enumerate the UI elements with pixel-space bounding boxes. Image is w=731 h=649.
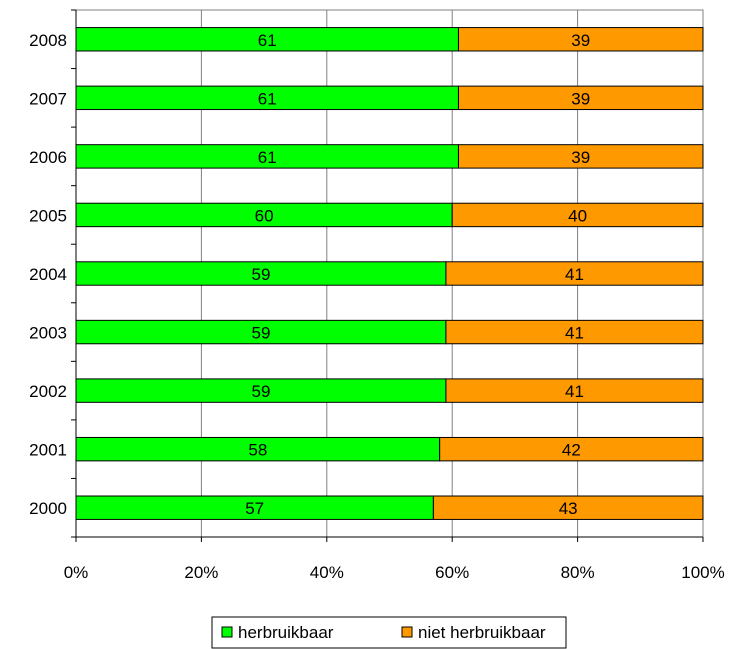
y-tick-label: 2004 — [29, 265, 67, 284]
data-label: 43 — [559, 499, 578, 518]
data-label: 41 — [565, 265, 584, 284]
x-tick-label: 40% — [310, 563, 344, 582]
data-label: 61 — [258, 89, 277, 108]
legend-box — [211, 616, 567, 649]
legend-label: herbruikbaar — [238, 623, 334, 642]
y-tick-label: 2005 — [29, 206, 67, 225]
data-label: 42 — [562, 441, 581, 460]
data-label: 39 — [571, 31, 590, 50]
y-tick-label: 2008 — [29, 31, 67, 50]
bar-niet-herbruikbaar-2005 — [451, 202, 704, 228]
legend-swatch-herbruikbaar — [221, 626, 233, 638]
bar-niet-herbruikbaar-2008 — [457, 27, 704, 52]
data-label: 41 — [565, 382, 584, 401]
bar-niet-herbruikbaar-2004 — [445, 261, 704, 286]
data-label: 40 — [568, 206, 587, 225]
x-tick-label: 60% — [435, 563, 469, 582]
bar-niet-herbruikbaar-2006 — [457, 144, 704, 169]
data-label: 61 — [258, 31, 277, 50]
bar-niet-herbruikbaar-2003 — [445, 319, 704, 345]
data-label: 57 — [245, 499, 264, 518]
legend-label: niet herbruikbaar — [418, 623, 546, 642]
x-tick-label: 80% — [561, 563, 595, 582]
y-tick-labels: 2008 2007 2006 2005 2004 2003 2002 2001 2000 — [29, 31, 67, 518]
y-tick-label: 2003 — [29, 324, 67, 343]
data-label: 39 — [571, 148, 590, 167]
data-label: 58 — [248, 441, 267, 460]
legend: herbruikbaar niet herbruikbaar — [211, 616, 567, 649]
x-tick-labels: 0% 20% 40% 60% 80% 100% — [64, 563, 725, 582]
data-label: 61 — [258, 148, 277, 167]
x-tick-label: 0% — [64, 563, 89, 582]
bars: 61 39 61 39 61 39 60 40 59 41 59 41 59 41 58 42 57 43 — [75, 27, 704, 520]
data-label: 59 — [252, 324, 271, 343]
y-tick-label: 2007 — [29, 89, 67, 108]
y-tick-label: 2002 — [29, 382, 67, 401]
y-tick-label: 2000 — [29, 499, 67, 518]
bar-niet-herbruikbaar-2001 — [439, 436, 704, 462]
x-tick-label: 100% — [681, 563, 724, 582]
data-label: 39 — [571, 89, 590, 108]
legend-swatch-niet-herbruikbaar — [401, 626, 413, 638]
y-tick-label: 2001 — [29, 441, 67, 460]
x-tick-label: 20% — [184, 563, 218, 582]
data-label: 60 — [255, 206, 274, 225]
data-label: 59 — [252, 265, 271, 284]
data-label: 41 — [565, 324, 584, 343]
bar-niet-herbruikbaar-2002 — [445, 378, 704, 403]
data-label: 59 — [252, 382, 271, 401]
bar-niet-herbruikbaar-2000 — [432, 495, 704, 520]
bar-niet-herbruikbaar-2007 — [457, 85, 704, 111]
y-tick-label: 2006 — [29, 148, 67, 167]
